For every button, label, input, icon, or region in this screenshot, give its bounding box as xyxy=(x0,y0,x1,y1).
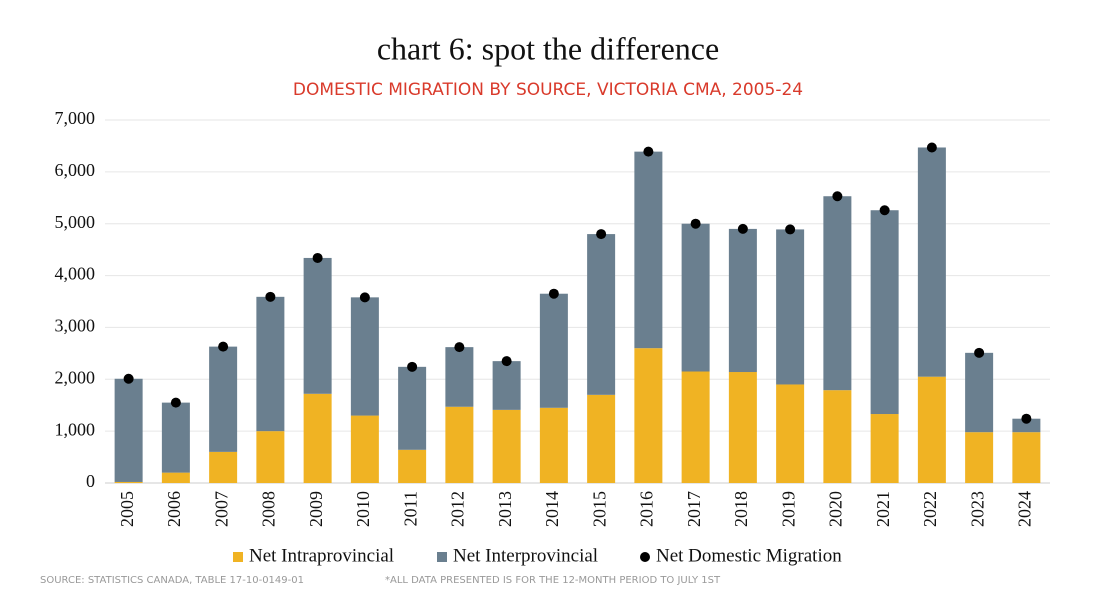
legend-swatch xyxy=(640,552,650,562)
bar xyxy=(728,372,757,483)
bar xyxy=(114,481,143,483)
point xyxy=(785,224,796,235)
bar xyxy=(303,257,332,394)
bar xyxy=(209,451,238,483)
point xyxy=(501,356,512,367)
bar xyxy=(303,393,332,483)
x-tick-label: 2010 xyxy=(353,491,373,527)
x-tick-label: 2006 xyxy=(164,491,184,527)
bar xyxy=(587,234,616,395)
chart-subtitle: DOMESTIC MIGRATION BY SOURCE, VICTORIA C… xyxy=(293,80,803,100)
bar xyxy=(445,347,474,407)
point xyxy=(596,229,607,240)
x-tick-label: 2005 xyxy=(117,491,137,527)
x-tick-label: 2007 xyxy=(211,491,231,527)
point xyxy=(218,341,229,352)
y-tick-label: 4,000 xyxy=(55,264,96,284)
y-tick-label: 1,000 xyxy=(55,419,96,439)
bar xyxy=(634,348,663,483)
point xyxy=(123,373,134,384)
bar xyxy=(823,390,852,483)
source: SOURCE: STATISTICS CANADA, TABLE 17-10-0… xyxy=(40,575,304,586)
bar xyxy=(539,407,568,483)
legend-swatch xyxy=(233,552,243,562)
legend-swatch xyxy=(437,552,447,562)
bar xyxy=(728,228,757,373)
bar xyxy=(539,293,568,408)
x-tick-label: 2022 xyxy=(920,491,940,527)
x-tick-label: 2019 xyxy=(778,491,798,527)
bar xyxy=(398,366,427,450)
x-tick-label: 2013 xyxy=(495,491,515,527)
bar xyxy=(209,346,238,452)
point xyxy=(170,397,181,408)
x-tick-label: 2014 xyxy=(542,491,562,527)
x-tick-label: 2009 xyxy=(306,491,326,527)
bar xyxy=(350,297,379,416)
x-tick-label: 2017 xyxy=(684,491,704,527)
chart-title: chart 6: spot the difference xyxy=(377,30,719,66)
bar xyxy=(256,296,285,432)
bar xyxy=(965,432,994,483)
y-tick-label: 0 xyxy=(86,471,95,491)
point xyxy=(407,361,418,372)
point xyxy=(454,342,465,353)
bar xyxy=(870,210,899,415)
bar xyxy=(681,223,710,372)
x-tick-label: 2015 xyxy=(589,491,609,527)
bar xyxy=(114,378,143,482)
bar xyxy=(965,352,994,433)
bar xyxy=(823,196,852,391)
bar xyxy=(161,472,190,483)
bar xyxy=(870,414,899,483)
x-tick-label: 2023 xyxy=(967,491,987,527)
bar xyxy=(398,449,427,483)
point xyxy=(879,205,890,216)
bar xyxy=(917,376,946,483)
y-tick-label: 2,000 xyxy=(55,367,96,387)
y-tick-label: 5,000 xyxy=(55,212,96,232)
bar xyxy=(1012,432,1041,483)
x-tick-label: 2024 xyxy=(1015,491,1035,527)
legend-label: Net Interprovincial xyxy=(453,545,598,566)
x-tick-label: 2021 xyxy=(873,491,893,527)
x-tick-label: 2018 xyxy=(731,491,751,527)
bar xyxy=(492,409,521,483)
point xyxy=(359,292,370,303)
point xyxy=(832,191,843,202)
bar xyxy=(776,229,805,385)
y-tick-label: 7,000 xyxy=(55,108,96,128)
point xyxy=(926,142,937,153)
x-tick-label: 2012 xyxy=(448,491,468,527)
x-tick-label: 2011 xyxy=(400,491,420,526)
point xyxy=(1021,413,1032,424)
bar xyxy=(776,384,805,483)
point xyxy=(690,218,701,229)
bar xyxy=(587,394,616,483)
y-tick-label: 3,000 xyxy=(55,316,96,336)
bar xyxy=(350,415,379,483)
bar xyxy=(256,431,285,483)
legend-label: Net Intraprovincial xyxy=(249,545,394,566)
y-tick-label: 6,000 xyxy=(55,160,96,180)
note: *ALL DATA PRESENTED IS FOR THE 12-MONTH … xyxy=(385,575,721,586)
point xyxy=(974,347,985,358)
point xyxy=(737,223,748,234)
x-tick-label: 2020 xyxy=(826,491,846,527)
point xyxy=(312,252,323,263)
x-tick-label: 2016 xyxy=(637,491,657,527)
bar xyxy=(1012,418,1041,433)
bar xyxy=(681,371,710,483)
legend-label: Net Domestic Migration xyxy=(656,545,842,566)
bar xyxy=(445,406,474,483)
bar xyxy=(634,151,663,349)
point xyxy=(548,288,559,299)
point xyxy=(643,146,654,157)
bar xyxy=(161,402,190,473)
bar xyxy=(917,147,946,377)
point xyxy=(265,291,276,302)
bar xyxy=(492,361,521,410)
x-tick-label: 2008 xyxy=(259,491,279,527)
